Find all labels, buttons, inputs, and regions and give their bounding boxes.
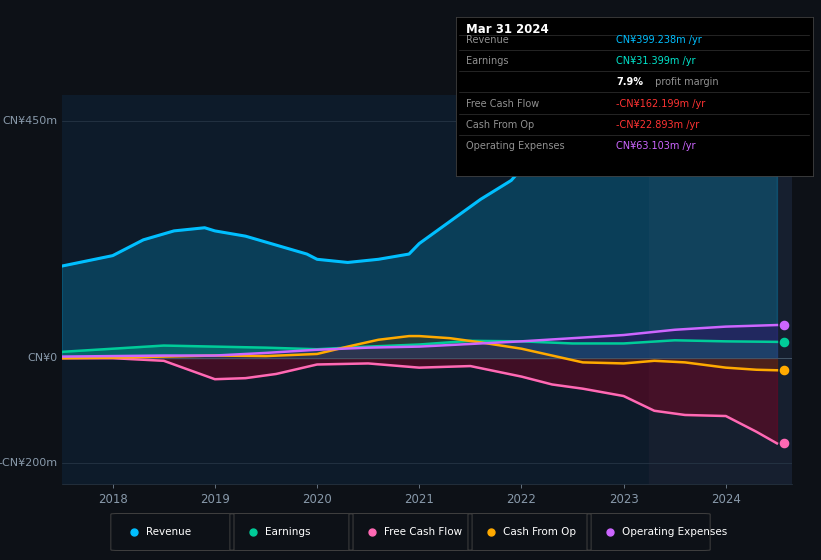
Text: Earnings: Earnings	[265, 527, 310, 537]
Text: Earnings: Earnings	[466, 56, 509, 66]
Text: Revenue: Revenue	[146, 527, 191, 537]
Text: CN¥450m: CN¥450m	[2, 116, 58, 127]
Point	[777, 144, 791, 153]
Text: Free Cash Flow: Free Cash Flow	[384, 527, 462, 537]
Text: CN¥0: CN¥0	[28, 353, 58, 363]
Text: Mar 31 2024: Mar 31 2024	[466, 23, 549, 36]
Text: CN¥63.103m /yr: CN¥63.103m /yr	[617, 141, 696, 151]
Point	[777, 366, 791, 375]
Point	[777, 337, 791, 346]
Text: Operating Expenses: Operating Expenses	[466, 141, 565, 151]
Text: -CN¥22.893m /yr: -CN¥22.893m /yr	[617, 120, 699, 130]
Text: Cash From Op: Cash From Op	[503, 527, 576, 537]
Bar	[649, 95, 792, 484]
Text: Free Cash Flow: Free Cash Flow	[466, 99, 539, 109]
Text: Revenue: Revenue	[466, 35, 509, 45]
Point	[777, 439, 791, 448]
Text: 7.9%: 7.9%	[617, 77, 644, 87]
Text: -CN¥200m: -CN¥200m	[0, 459, 58, 468]
Text: Cash From Op: Cash From Op	[466, 120, 534, 130]
Text: CN¥31.399m /yr: CN¥31.399m /yr	[617, 56, 696, 66]
Point	[777, 320, 791, 329]
Text: profit margin: profit margin	[652, 77, 718, 87]
Text: Operating Expenses: Operating Expenses	[622, 527, 727, 537]
Text: CN¥399.238m /yr: CN¥399.238m /yr	[617, 35, 702, 45]
Text: -CN¥162.199m /yr: -CN¥162.199m /yr	[617, 99, 705, 109]
